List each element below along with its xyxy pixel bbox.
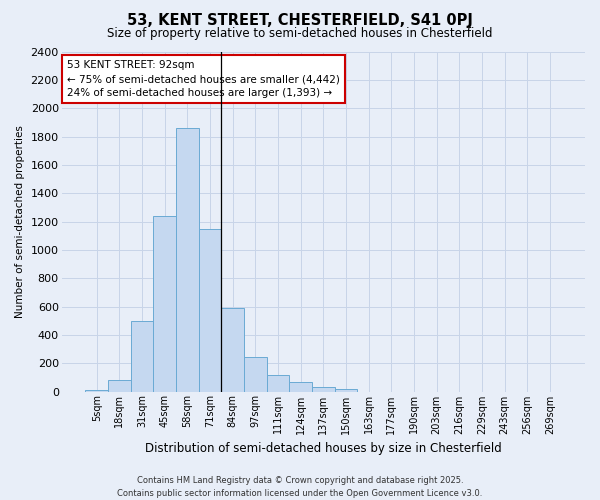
Bar xyxy=(266,375,289,392)
Bar xyxy=(289,382,312,392)
Bar xyxy=(221,308,244,392)
Text: 53 KENT STREET: 92sqm
← 75% of semi-detached houses are smaller (4,442)
24% of s: 53 KENT STREET: 92sqm ← 75% of semi-deta… xyxy=(67,60,340,98)
Y-axis label: Number of semi-detached properties: Number of semi-detached properties xyxy=(15,125,25,318)
Bar xyxy=(176,128,199,392)
Bar xyxy=(335,388,357,392)
Bar xyxy=(131,320,154,392)
Bar xyxy=(244,357,266,392)
Bar xyxy=(154,216,176,392)
Text: 53, KENT STREET, CHESTERFIELD, S41 0PJ: 53, KENT STREET, CHESTERFIELD, S41 0PJ xyxy=(127,12,473,28)
Text: Contains HM Land Registry data © Crown copyright and database right 2025.
Contai: Contains HM Land Registry data © Crown c… xyxy=(118,476,482,498)
Bar xyxy=(108,380,131,392)
Text: Size of property relative to semi-detached houses in Chesterfield: Size of property relative to semi-detach… xyxy=(107,28,493,40)
Bar xyxy=(199,228,221,392)
X-axis label: Distribution of semi-detached houses by size in Chesterfield: Distribution of semi-detached houses by … xyxy=(145,442,502,455)
Bar xyxy=(85,390,108,392)
Bar xyxy=(312,386,335,392)
